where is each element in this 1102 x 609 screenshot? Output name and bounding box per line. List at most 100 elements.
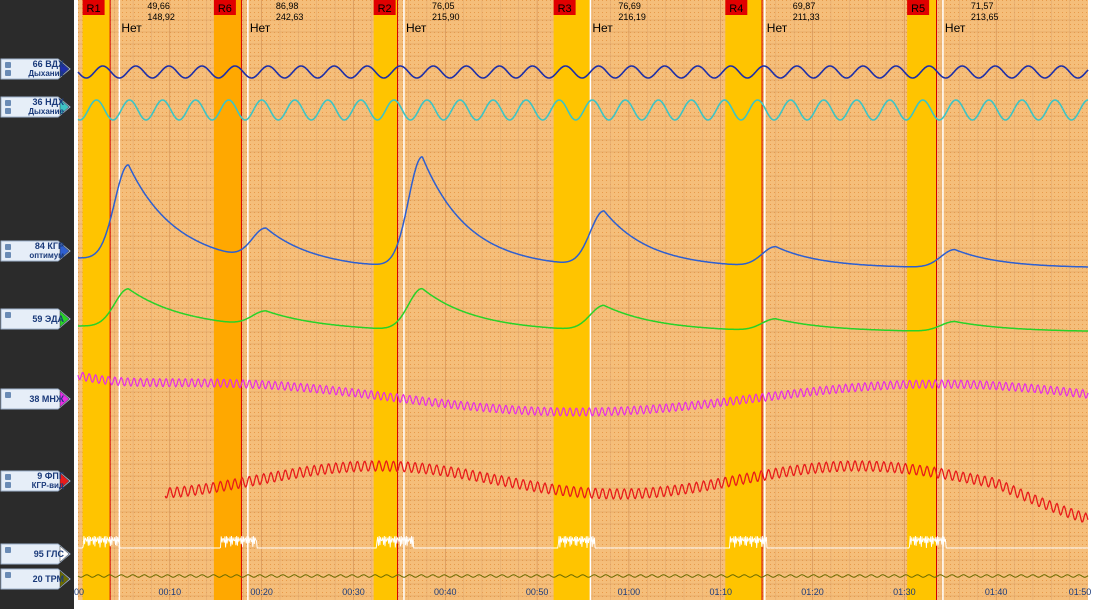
stimulus-value-2: 215,90 <box>432 12 460 22</box>
channel-label-tab <box>0 240 71 262</box>
trace-vdh <box>77 65 1089 79</box>
time-tick-label: 01:10 <box>709 587 732 597</box>
axis-band <box>74 600 1102 609</box>
stimulus-value-1: 86,98 <box>276 1 299 11</box>
channel-subtitle: Дыхание <box>28 107 64 116</box>
channel-number: 59 <box>32 314 43 324</box>
channel-number-name: 9 ФПГ <box>4 472 64 481</box>
trace-trm <box>77 574 1089 578</box>
stimulus-band <box>725 0 763 600</box>
answer-label: Нет <box>592 21 613 35</box>
channel-number-name: 66 ВДХ <box>4 60 64 69</box>
time-tick-label: 01:50 <box>1069 587 1092 597</box>
time-tick-label: 00:40 <box>434 587 457 597</box>
stimulus-value-1: 76,69 <box>618 1 641 11</box>
lock-icon[interactable] <box>5 252 11 258</box>
channel-number: 38 <box>29 394 40 404</box>
channel-number: 66 <box>32 59 43 69</box>
channel-label-tab <box>0 470 71 492</box>
channel-panel <box>0 0 74 609</box>
channel-number: 36 <box>32 97 43 107</box>
lock-icon[interactable] <box>5 474 11 480</box>
stimulus-marker[interactable] <box>553 0 576 15</box>
channel-number-name: 84 КГР <box>4 242 64 251</box>
lock-icon[interactable] <box>5 108 11 114</box>
answer-label: Нет <box>121 21 142 35</box>
stimulus-value-2: 216,19 <box>618 12 646 22</box>
channel-name: КГР <box>47 241 64 251</box>
channel-label-tab <box>0 543 71 565</box>
stimulus-value-1: 69,87 <box>793 1 816 11</box>
lock-icon[interactable] <box>5 482 11 488</box>
trace-kgr <box>78 155 1088 268</box>
lock-icon[interactable] <box>5 62 11 68</box>
trace-eda <box>78 287 1089 332</box>
stimulus-band <box>373 0 398 600</box>
stimulus-value-1: 76,05 <box>432 1 455 11</box>
stimulus-band <box>213 0 242 600</box>
time-tick-label: 01:30 <box>893 587 916 597</box>
channel-label-fpg[interactable]: 9 ФПГ КГР-вид <box>0 470 72 492</box>
answer-label: Нет <box>250 21 271 35</box>
lock-icon[interactable] <box>5 100 11 106</box>
stimulus-marker[interactable] <box>907 0 930 15</box>
stimulus-marker-label: R2 <box>378 3 392 15</box>
channel-number-name: 20 ТРМ <box>4 575 64 584</box>
stimulus-band <box>553 0 591 600</box>
time-tick-label: 00:20 <box>250 587 273 597</box>
channel-name: ЭДА <box>44 314 64 324</box>
stimulus-marker[interactable] <box>213 0 236 15</box>
lock-icon[interactable] <box>5 392 11 398</box>
answer-label: Нет <box>945 21 966 35</box>
channel-number-name: 59 ЭДА <box>4 315 64 324</box>
channel-label-gls[interactable]: 95 ГЛС <box>0 543 72 565</box>
stimulus-marker-label: R1 <box>87 3 101 15</box>
time-tick-label: 00:50 <box>526 587 549 597</box>
channel-label-tab <box>0 388 71 410</box>
stimulus-band <box>82 0 111 600</box>
stimulus-marker-label: R5 <box>911 3 925 15</box>
stimulus-marker[interactable] <box>82 0 105 15</box>
time-tick-label: 00 <box>74 587 84 597</box>
traces <box>77 65 1089 578</box>
stimulus-value-2: 148,92 <box>147 12 175 22</box>
channel-label-tab <box>0 58 71 80</box>
stimulus-marker-label: R3 <box>558 3 572 15</box>
trace-gls <box>78 535 1088 549</box>
channel-label-trm[interactable]: 20 ТРМ <box>0 568 72 590</box>
channel-name: НДХ <box>45 97 64 107</box>
channel-label-vdh[interactable]: 66 ВДХ Дыхание <box>0 58 72 80</box>
answer-label: Нет <box>767 21 788 35</box>
lock-icon[interactable] <box>5 244 11 250</box>
stimulus-marker-label: R6 <box>218 3 232 15</box>
stimulus-marker[interactable] <box>373 0 396 15</box>
channel-label-tab <box>0 308 71 330</box>
channel-number: 95 <box>33 549 44 559</box>
channel-name: МНЖ <box>41 394 64 404</box>
answer-label: Нет <box>406 21 427 35</box>
channel-label-kgr[interactable]: 84 КГР оптимум <box>0 240 72 262</box>
lock-icon[interactable] <box>5 572 11 578</box>
channel-subtitle: Дыхание <box>28 69 64 78</box>
stimulus-band <box>907 0 937 600</box>
lock-icon[interactable] <box>5 70 11 76</box>
stimulus-marker[interactable] <box>725 0 748 15</box>
channel-label-eda[interactable]: 59 ЭДА <box>0 308 72 330</box>
channel-name: ФПГ <box>44 471 64 481</box>
lock-icon[interactable] <box>5 547 11 553</box>
time-tick-label: 00:10 <box>159 587 182 597</box>
time-axis: 00 00:10 00:20 00:30 00:40 00:50 01:00 01:10 01:… <box>74 587 1102 609</box>
channel-name: ТРМ <box>45 574 64 584</box>
stimulus-value-2: 213,65 <box>971 12 999 22</box>
channel-name: ГЛС <box>46 549 64 559</box>
channel-number: 9 <box>37 471 43 481</box>
lock-icon[interactable] <box>5 312 11 318</box>
channel-number: 84 <box>34 241 45 251</box>
channel-label-mnzh[interactable]: 38 МНЖ <box>0 388 72 410</box>
channel-number: 20 <box>32 574 43 584</box>
channel-label-ndh[interactable]: 36 НДХ Дыхание <box>0 96 72 118</box>
time-tick-label: 00:30 <box>342 587 365 597</box>
channel-label-tab <box>0 96 71 118</box>
